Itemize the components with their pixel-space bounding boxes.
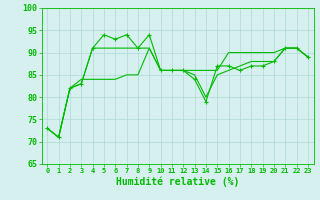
X-axis label: Humidité relative (%): Humidité relative (%) bbox=[116, 177, 239, 187]
